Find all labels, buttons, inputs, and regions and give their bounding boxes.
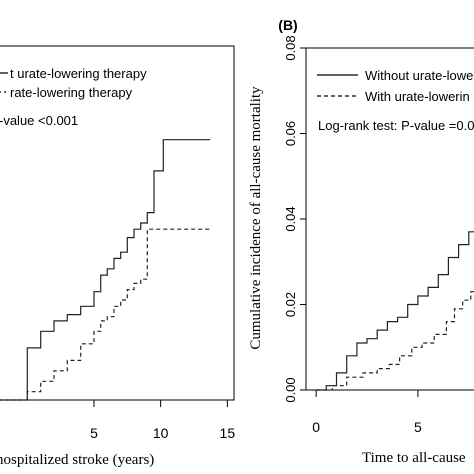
left-pvalue-annotation: -value <0.001	[0, 113, 78, 128]
right-y-ticks: 0.00 0.02 0.04 0.06 0.08	[283, 35, 306, 403]
left-series-with-ult-line	[0, 228, 212, 401]
right-y-tick-label: 0.00	[283, 377, 298, 402]
left-x-tick-label: 15	[220, 425, 236, 441]
right-x-tick-label: 0	[312, 419, 320, 435]
right-x-axis-title: Time to all-cause	[362, 450, 466, 466]
left-legend-entry-2: rate-lowering therapy	[10, 85, 133, 100]
right-logrank-annotation: Log-rank test: P-value =0.0	[318, 118, 474, 133]
right-y-tick-label: 0.04	[283, 206, 298, 231]
left-series-group	[0, 139, 212, 401]
right-y-axis-title: Cumulative incidence of all-cause mortal…	[248, 86, 264, 350]
right-legend-entry-2: With urate-lowerin	[365, 89, 470, 104]
left-series-without-ult-line	[0, 139, 210, 401]
left-plot-frame	[0, 45, 235, 401]
left-panel: 5 10 15 t urate-lowering therapy rate-lowe…	[0, 45, 235, 468]
right-y-tick-label: 0.06	[283, 121, 298, 146]
right-x-tick-label: 5	[414, 419, 422, 435]
right-y-tick-label: 0.08	[283, 35, 298, 60]
left-legend-entry-1: t urate-lowering therapy	[10, 66, 147, 81]
left-x-tick-label: 10	[153, 425, 169, 441]
right-series-without-ult-line	[316, 231, 474, 391]
right-series-with-ult-line	[316, 291, 474, 391]
right-legend-entry-1: Without urate-lowe	[365, 68, 473, 83]
panel-label: (B)	[278, 17, 297, 33]
left-x-ticks: 5 10 15	[90, 400, 235, 441]
right-series-group	[316, 231, 474, 391]
right-y-tick-label: 0.02	[283, 292, 298, 317]
left-x-tick-label: 5	[90, 425, 98, 441]
left-x-axis-title: nospitalized stroke (years)	[0, 452, 154, 468]
